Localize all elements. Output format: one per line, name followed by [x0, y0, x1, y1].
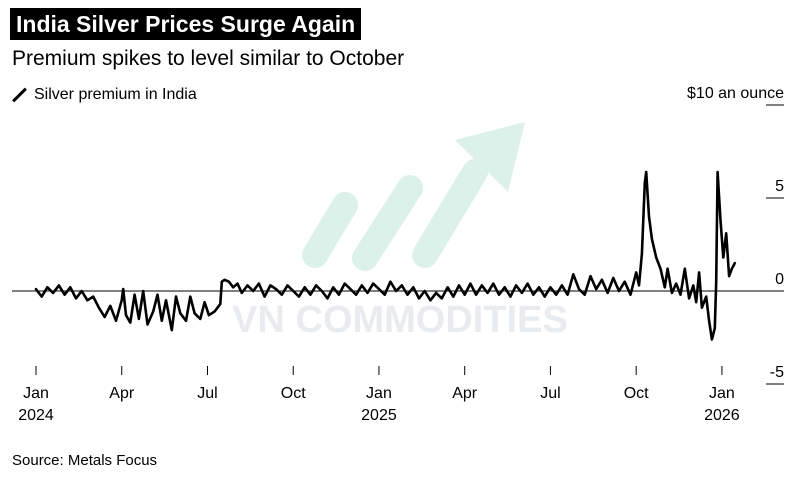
source-note: Source: Metals Focus: [12, 452, 158, 469]
x-tick-year-label: 2024: [18, 407, 54, 424]
y-axis: $10 an ounce 5 0 -5: [687, 85, 784, 385]
y-tick-label: 5: [775, 178, 784, 195]
x-tick-label: Jan: [366, 385, 392, 402]
x-tick-label: Oct: [281, 385, 306, 402]
series-group: [34, 170, 737, 341]
y-tick-label: $10 an ounce: [687, 85, 784, 102]
x-tick-label: Jan: [709, 385, 735, 402]
chart-subtitle: Premium spikes to level similar to Octob…: [12, 47, 405, 70]
legend-label: Silver premium in India: [34, 86, 197, 103]
x-tick-label: Apr: [109, 385, 135, 402]
x-tick-year-label: 2025: [361, 407, 397, 424]
x-tick-label: Oct: [624, 385, 649, 402]
x-tick-label: Jul: [197, 385, 217, 402]
x-tick-label: Jul: [540, 385, 560, 402]
watermark-arrow-icon: [302, 122, 525, 271]
watermark: VN COMMODITIES: [232, 122, 568, 341]
y-tick-label: 0: [775, 271, 784, 288]
watermark-text: VN COMMODITIES: [232, 299, 568, 341]
chart-title: India Silver Prices Surge Again: [10, 8, 362, 40]
x-tick-year-label: 2026: [704, 407, 740, 424]
x-tick-label: Jan: [23, 385, 49, 402]
y-tick-label: -5: [770, 364, 784, 381]
x-axis: Jan 2024 Apr Jul Oct Jan 2025 Apr Jul Oct Jan 2026: [18, 366, 740, 424]
x-tick-label: Apr: [452, 385, 478, 402]
legend: Silver premium in India: [12, 86, 197, 104]
series-line-silver-premium: [34, 170, 737, 341]
